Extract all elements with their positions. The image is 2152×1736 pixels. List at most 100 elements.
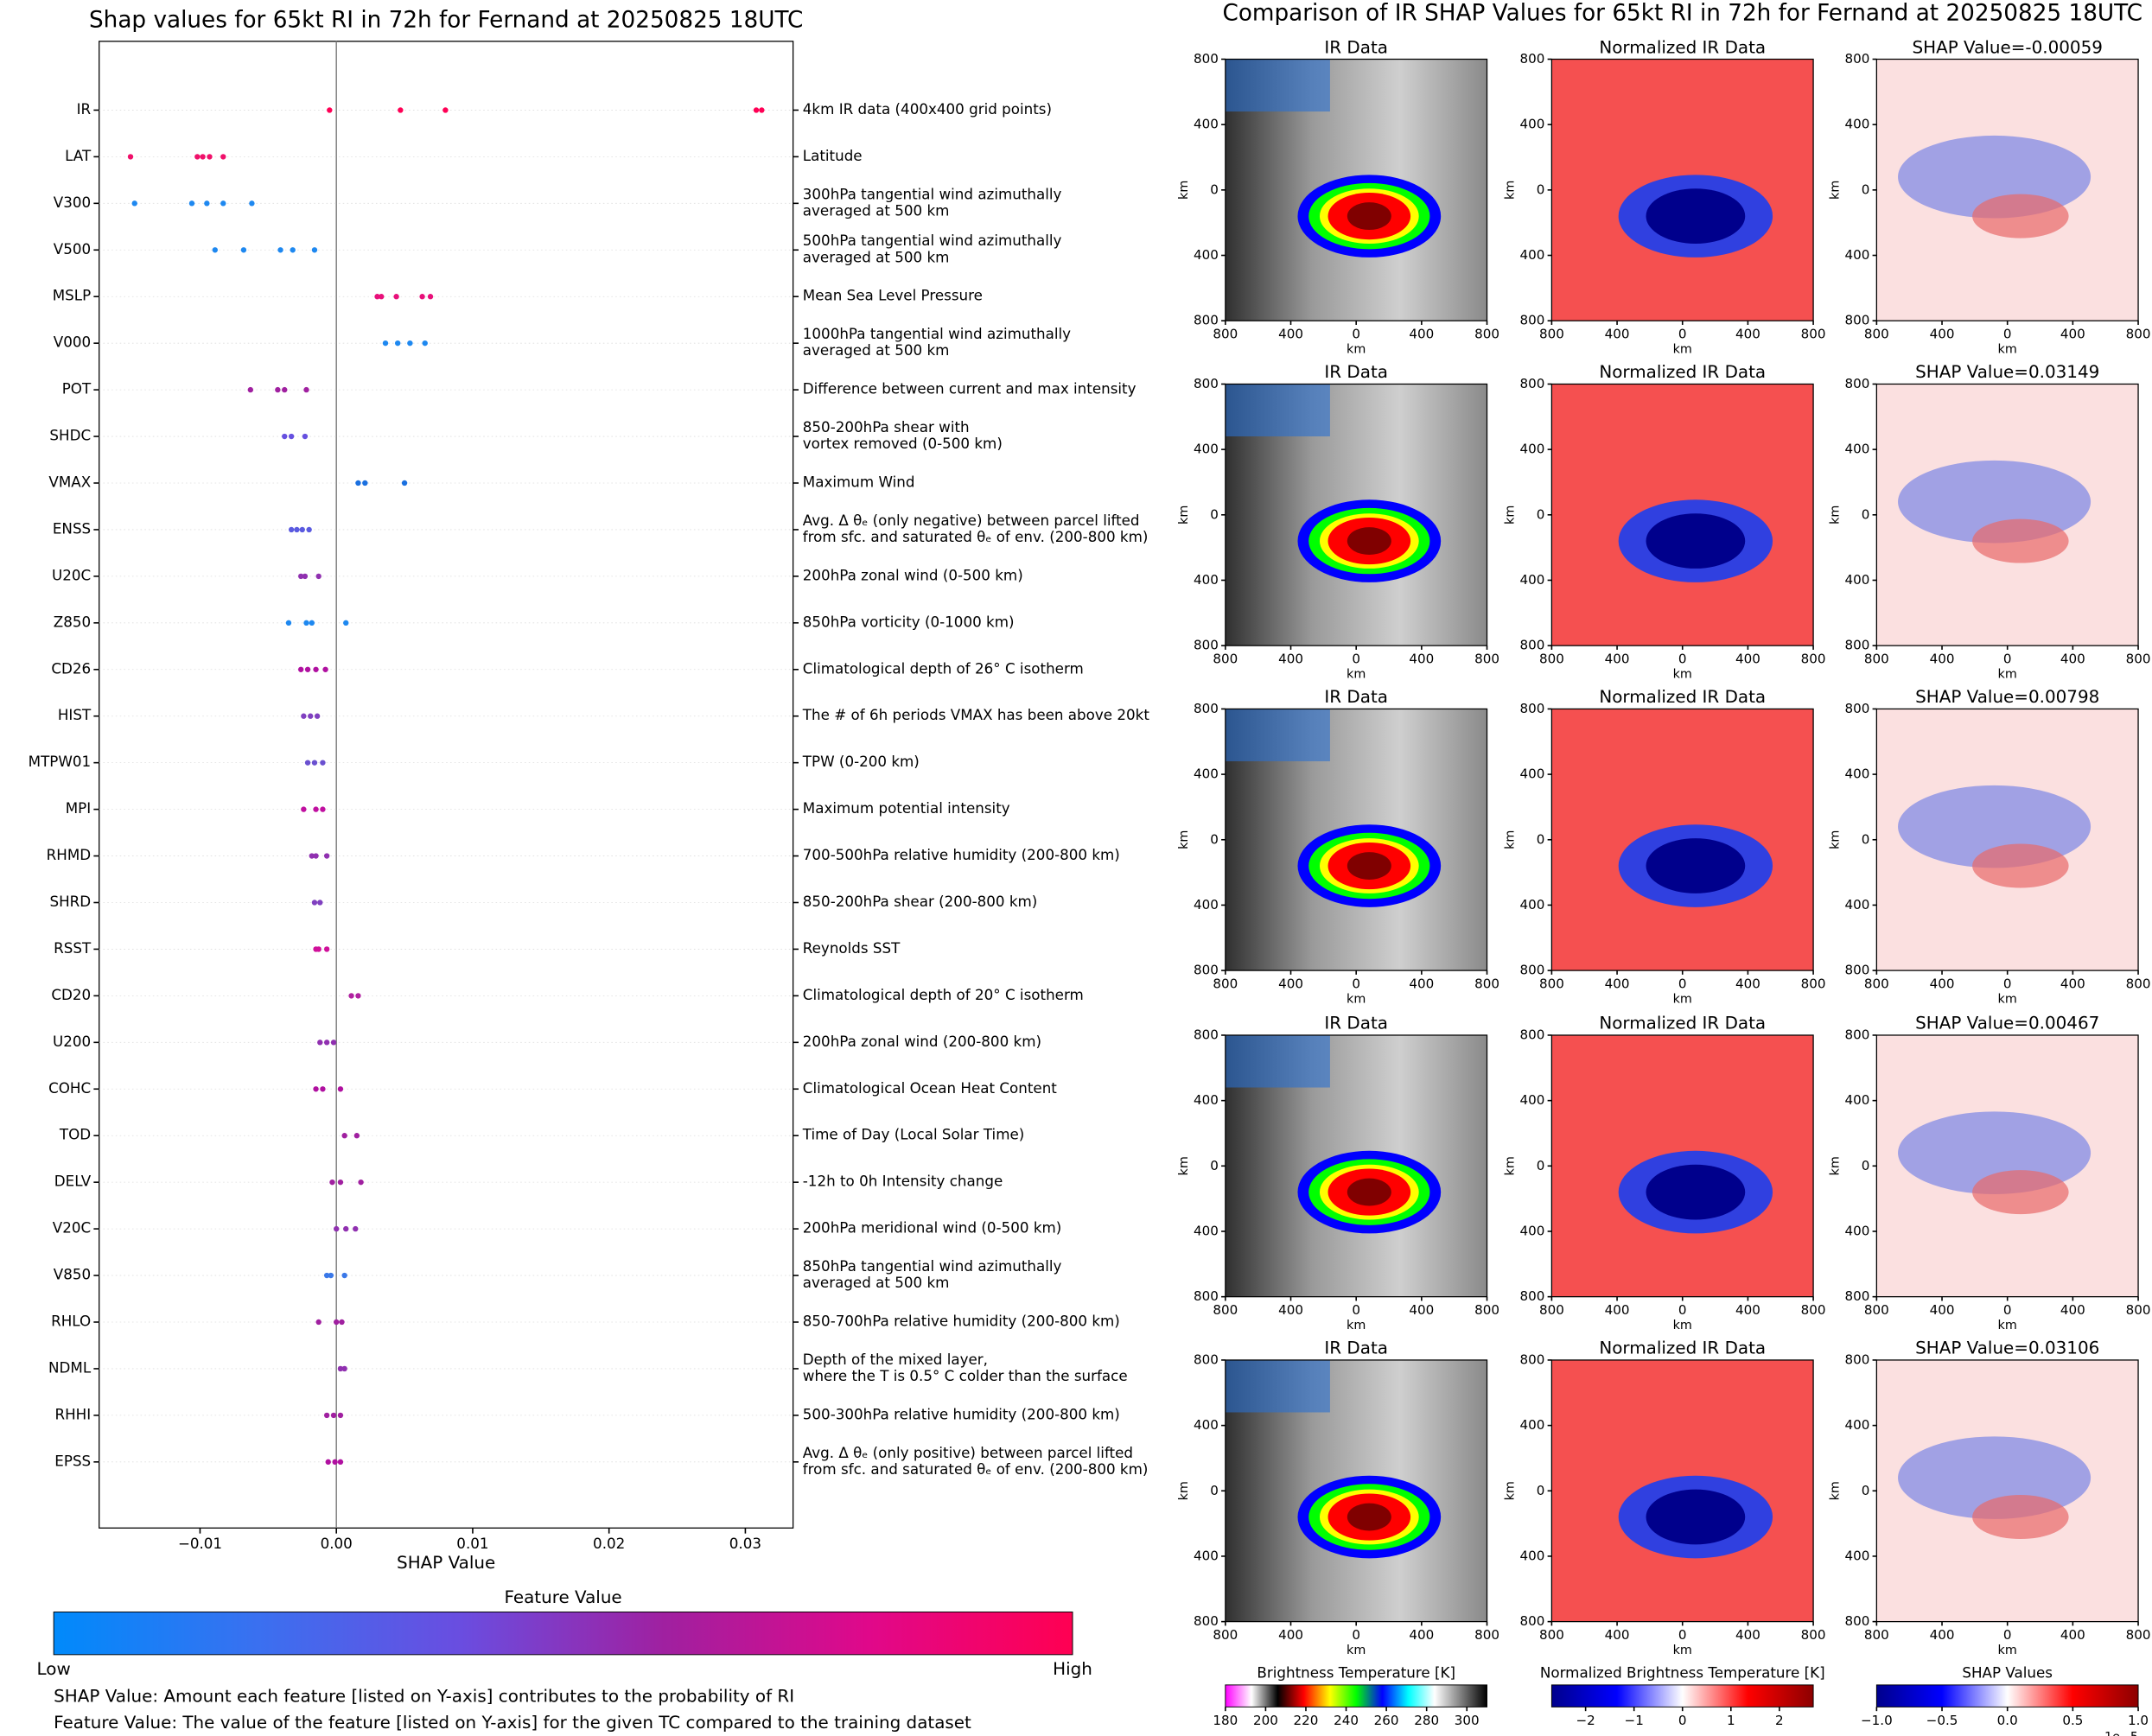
storm [1646,188,1746,244]
shap-point [329,1179,335,1186]
x-tick-label: 0 [1678,1627,1687,1643]
x-tick-label: 0 [1352,1302,1360,1318]
x-tick-label: 0 [2003,327,2012,342]
image-panel [1551,59,1814,321]
y-tick-label: 800 [1845,963,1870,978]
y-tick-label: 800 [1845,1613,1870,1629]
shap-point [393,294,399,300]
y-tick-label: 400 [1194,1092,1219,1108]
storm [1347,1178,1391,1206]
x-tick-label: 0 [2003,1302,2012,1318]
feature-name: NDML [48,1358,92,1376]
feature-description: Climatological depth of 26° C isotherm [803,659,1084,677]
feature-name: LAT [65,147,92,164]
x-tick-label: 800 [1801,327,1826,342]
y-tick-label: 0 [1537,1158,1545,1173]
shap-point [355,993,361,999]
y-tick-label: 800 [1194,963,1219,978]
shap-point [362,480,368,486]
colorbar [1225,1684,1488,1707]
shap-point [442,107,449,113]
shap-point [297,666,304,672]
shap-point [427,294,434,300]
feature-description: 1000hPa tangential wind azimuthally [803,325,1071,342]
feature-name: POT [62,380,92,397]
y-tick-label: 400 [1845,442,1870,457]
x-tick-label: 0.00 [321,1535,353,1552]
shap-positive [1972,1495,2069,1540]
x-tick-label: 800 [1864,976,1889,992]
y-tick-label: 800 [1845,376,1870,391]
y-tick-label: 400 [1194,1548,1219,1563]
shap-point [320,1086,326,1092]
image-panel [1551,709,1814,971]
y-tick-label: 0 [1210,1158,1219,1173]
y-tick-label: 0 [1537,506,1545,522]
shap-point [220,154,226,160]
y-tick-label: 0 [1862,1158,1870,1173]
x-tick-label: 400 [1278,976,1303,992]
x-axis-label: SHAP Value [397,1553,495,1573]
y-tick-label: 0 [1210,831,1219,847]
panel-title: Normalized IR Data [1599,37,1766,57]
x-tick-label: 400 [2060,327,2085,342]
shap-point [353,1225,359,1232]
y-tick-label: 400 [1845,766,1870,782]
feature-name: RHMD [47,846,92,863]
y-tick-label: 800 [1520,376,1545,391]
shap-point [323,946,330,952]
y-axis-label: km [1504,1156,1518,1175]
shap-positive [1972,518,2069,563]
shap-point [334,1225,340,1232]
storm [1646,1489,1746,1545]
shap-point [334,1319,340,1326]
x-tick-label: 0 [2003,652,2012,667]
panel-title: IR Data [1324,362,1388,382]
image-panel [1551,1359,1814,1622]
x-tick-label: 800 [1474,976,1499,992]
x-axis-label: km [1673,668,1692,682]
x-tick-label: 400 [1409,1627,1434,1643]
shap-point [341,1133,347,1139]
x-tick-label: 400 [1278,652,1303,667]
x-tick-label: 0 [1352,1627,1360,1643]
shap-point [303,386,309,393]
shap-point [323,1412,330,1419]
y-tick-label: 400 [1520,117,1545,132]
shap-point [306,526,312,533]
x-tick-label: 400 [1735,1627,1760,1643]
feature-description: Avg. Δ θₑ (only negative) between parcel… [803,512,1140,529]
x-tick-label: 800 [1474,1627,1499,1643]
feature-name: RHHI [54,1405,91,1422]
x-tick-label: 400 [1409,976,1434,992]
x-tick-label: 0 [2003,976,2012,992]
y-tick-label: 400 [1194,572,1219,588]
x-tick-label: 800 [1474,327,1499,342]
x-tick-label: 0 [1678,652,1687,667]
shap-point [309,620,315,626]
y-tick-label: 800 [1194,313,1219,328]
y-tick-label: 800 [1194,638,1219,653]
shap-point [212,247,218,253]
shap-point [301,713,307,719]
shap-point [322,666,328,672]
y-tick-label: 400 [1194,766,1219,782]
shap-point [327,107,333,113]
feature-description: 850-700hPa relative humidity (200-800 km… [803,1312,1120,1329]
x-tick-label: 0 [1678,327,1687,342]
feature-description: 700-500hPa relative humidity (200-800 km… [803,846,1120,863]
panel-title: Normalized IR Data [1599,1339,1766,1358]
feature-description: averaged at 500 km [803,341,950,359]
cloud-cold [1225,384,1330,436]
feature-name: V300 [54,194,91,211]
y-tick-label: 800 [1194,1613,1219,1629]
feature-description: 850hPa tangential wind azimuthally [803,1257,1062,1275]
x-tick-label: 400 [1278,1302,1303,1318]
x-tick-label: 400 [2060,1627,2085,1643]
shap-point [317,1040,323,1046]
feature-description: 200hPa zonal wind (0-500 km) [803,566,1023,583]
x-tick-label: 0.03 [729,1535,761,1552]
feature-description: 850hPa vorticity (0-1000 km) [803,613,1015,630]
y-tick-label: 400 [1520,247,1545,263]
